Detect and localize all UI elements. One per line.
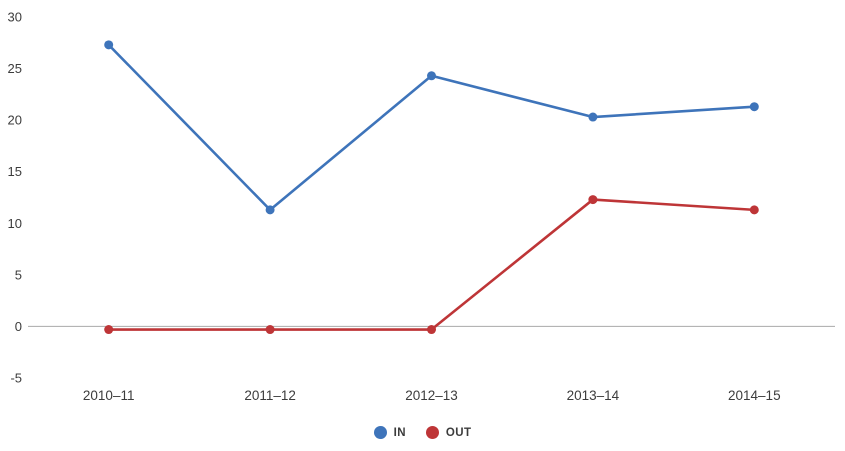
data-point-in-1[interactable] (265, 205, 275, 215)
legend-item-in[interactable]: IN (373, 426, 406, 439)
data-point-out-4[interactable] (749, 205, 759, 215)
y-axis-tick-label: 20 (8, 113, 22, 128)
y-axis-tick-label: 25 (8, 61, 22, 76)
y-axis-tick-label: -5 (10, 371, 22, 386)
data-point-in-4[interactable] (749, 102, 759, 112)
y-axis-tick-label: 15 (8, 164, 22, 179)
data-point-out-1[interactable] (265, 325, 275, 335)
data-point-out-3[interactable] (588, 195, 598, 205)
y-axis-tick-label: 10 (8, 216, 22, 231)
data-point-in-2[interactable] (427, 71, 436, 81)
legend-swatch-in (373, 426, 387, 439)
data-point-in-0[interactable] (104, 40, 114, 50)
data-point-in-3[interactable] (588, 112, 598, 122)
x-axis-tick-label: 2014–15 (728, 388, 781, 403)
legend-swatch-out (425, 426, 439, 439)
series-line-out (107, 198, 756, 331)
legend-item-out[interactable]: OUT (425, 426, 472, 439)
y-axis-tick-label: 5 (15, 267, 22, 282)
x-axis-tick-label: 2012–13 (405, 388, 458, 403)
chart-legend: IN OUT (0, 426, 845, 439)
x-axis-tick-label: 2011–12 (244, 388, 296, 403)
legend-label-out: OUT (445, 426, 472, 439)
x-axis-tick-label: 2013–14 (567, 388, 620, 403)
y-axis-tick-label: 30 (8, 10, 22, 25)
data-point-out-2[interactable] (427, 325, 436, 335)
x-axis-tick-label: 2010–11 (83, 388, 135, 403)
legend-label-in: IN (393, 426, 406, 439)
data-point-out-0[interactable] (104, 325, 114, 335)
y-axis-tick-label: 0 (15, 319, 22, 334)
series-line-in (107, 43, 756, 212)
